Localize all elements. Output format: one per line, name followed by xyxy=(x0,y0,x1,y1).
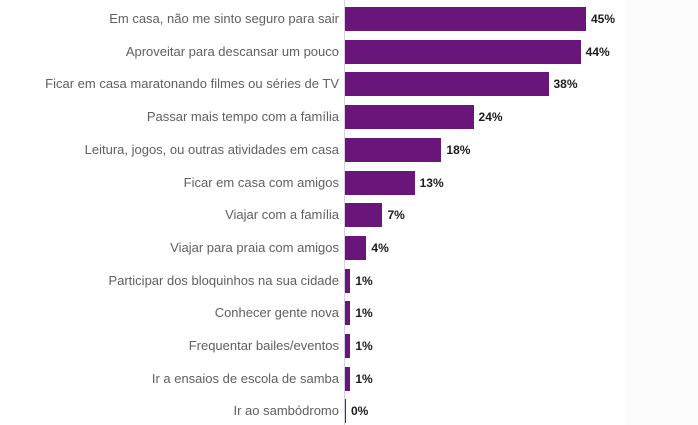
bar xyxy=(345,170,415,195)
value-label: 24% xyxy=(478,110,503,125)
category-label: Leitura, jogos, ou outras atividades em … xyxy=(84,141,339,157)
bar-row: Ficar em casa com amigos 13% xyxy=(0,170,698,195)
category-label: Ficar em casa com amigos xyxy=(183,174,339,190)
bar xyxy=(345,7,586,31)
category-label: Aproveitar para descansar um pouco xyxy=(125,43,339,59)
category-label: Viajar para praia com amigos xyxy=(170,239,339,255)
value-label: 13% xyxy=(419,175,444,190)
bar xyxy=(345,72,549,97)
bar-row: Frequentar bailes/eventos 1% xyxy=(0,334,698,358)
bar xyxy=(345,399,346,424)
value-label: 1% xyxy=(355,371,373,386)
value-label: 1% xyxy=(355,339,373,353)
background-shade xyxy=(625,0,698,425)
value-label: 1% xyxy=(355,306,373,321)
y-axis-line xyxy=(344,0,345,425)
value-label: 18% xyxy=(446,142,471,157)
bar-row: Viajar para praia com amigos 4% xyxy=(0,235,698,260)
bar-row: Viajar com a família 7% xyxy=(0,203,698,228)
value-label: 45% xyxy=(591,12,616,26)
bar-row: Passar mais tempo com a família 24% xyxy=(0,105,698,130)
value-label: 7% xyxy=(387,208,405,223)
bar xyxy=(345,301,351,326)
value-label: 44% xyxy=(585,44,610,59)
value-label: 38% xyxy=(553,77,578,92)
bar xyxy=(345,203,383,228)
bar-row: Aproveitar para descansar um pouco 44% xyxy=(0,39,698,64)
bar-row: Ir a ensaios de escola de samba 1% xyxy=(0,366,698,391)
bar xyxy=(345,105,474,130)
bar-row: Leitura, jogos, ou outras atividades em … xyxy=(0,137,698,162)
bar-row: Em casa, não me sinto seguro para sair 45… xyxy=(0,7,698,31)
bar xyxy=(345,235,367,260)
category-label: Ficar em casa maratonando filmes ou séri… xyxy=(45,76,339,92)
bar xyxy=(345,137,442,162)
bar xyxy=(345,268,351,293)
category-label: Ir ao sambódromo xyxy=(233,403,340,419)
category-label: Participar dos bloquinhos na sua cidade xyxy=(108,272,339,288)
bar-row: Ir ao sambódromo 0% xyxy=(0,399,698,424)
value-label: 1% xyxy=(355,273,373,288)
category-label: Viajar com a família xyxy=(225,207,339,223)
category-label: Conhecer gente nova xyxy=(214,305,339,321)
value-label: 4% xyxy=(371,240,389,255)
value-label: 0% xyxy=(351,404,369,419)
bar xyxy=(345,366,351,391)
category-label: Frequentar bailes/eventos xyxy=(188,338,339,353)
category-label: Em casa, não me sinto seguro para sair xyxy=(109,11,339,26)
bar xyxy=(345,334,351,358)
category-label: Passar mais tempo com a família xyxy=(146,109,339,125)
bar-row: Conhecer gente nova 1% xyxy=(0,301,698,326)
bar xyxy=(345,39,581,64)
bar-row: Ficar em casa maratonando filmes ou séri… xyxy=(0,72,698,97)
category-label: Ir a ensaios de escola de samba xyxy=(151,370,339,386)
bar-row: Participar dos bloquinhos na sua cidade 1… xyxy=(0,268,698,293)
